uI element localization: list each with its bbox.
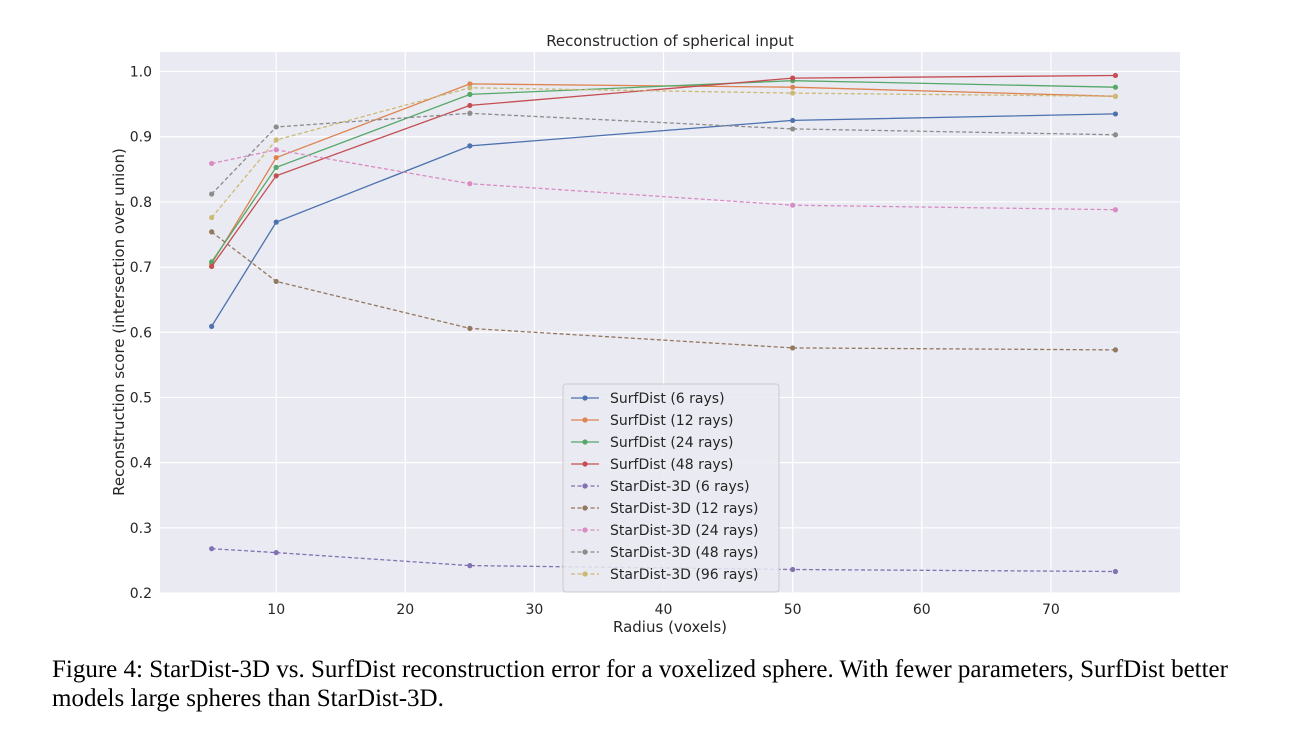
- y-tick-label: 0.7: [130, 260, 152, 276]
- y-tick-label: 0.2: [130, 586, 152, 602]
- chart-title: Reconstruction of spherical input: [546, 32, 794, 50]
- series-1: [209, 111, 1119, 330]
- legend-marker: [582, 571, 588, 577]
- legend-marker: [582, 505, 588, 511]
- x-tick-label: 40: [655, 602, 673, 618]
- data-point: [1112, 568, 1119, 575]
- series-8: [209, 110, 1119, 197]
- data-point: [790, 345, 796, 351]
- series-3: [209, 78, 1119, 265]
- data-point: [273, 124, 279, 130]
- x-tick-labels: 10 20 30 40 50 60 70: [267, 602, 1060, 618]
- legend-marker: [582, 395, 588, 401]
- series-4: [209, 72, 1119, 270]
- data-point: [273, 137, 279, 143]
- data-point: [1112, 84, 1119, 90]
- y-tick-label: 0.5: [130, 390, 152, 406]
- data-point: [1112, 132, 1119, 138]
- data-point: [209, 191, 215, 197]
- x-axis-title: Radius (voxels): [613, 618, 727, 636]
- data-point: [467, 81, 473, 87]
- line-chart: 10 20 30 40 50 60 70 0.2 0.3 0.4 0.5 0.6 0.7 0.8 0.9 1…: [110, 32, 1180, 636]
- legend-marker: [582, 483, 588, 489]
- legend-label: StarDist-3D (12 rays): [610, 501, 758, 517]
- y-tick-label: 0.4: [130, 456, 152, 472]
- data-point: [790, 117, 796, 124]
- data-point: [790, 75, 796, 81]
- legend-label: SurfDist (24 rays): [610, 435, 733, 451]
- data-point: [273, 219, 279, 225]
- y-tick-label: 0.8: [130, 195, 152, 211]
- data-point: [790, 566, 796, 573]
- data-point: [790, 90, 796, 96]
- series-lines: [209, 72, 1119, 575]
- data-point: [209, 259, 215, 265]
- data-point: [790, 126, 796, 132]
- legend-label: StarDist-3D (6 rays): [610, 479, 750, 495]
- y-axis-title: Reconstruction score (intersection over …: [110, 148, 128, 496]
- x-tick-label: 30: [526, 602, 544, 618]
- data-point: [1112, 72, 1119, 79]
- data-point: [467, 563, 473, 569]
- legend-label: StarDist-3D (96 rays): [610, 567, 758, 583]
- legend-marker: [582, 549, 588, 555]
- series-9: [209, 85, 1119, 221]
- data-point: [273, 278, 279, 285]
- legend-label: StarDist-3D (24 rays): [610, 523, 758, 539]
- x-tick-label: 50: [784, 602, 802, 618]
- data-point: [1112, 111, 1119, 117]
- legend-label: SurfDist (6 rays): [610, 391, 725, 407]
- y-tick-label: 0.9: [130, 130, 152, 146]
- x-tick-label: 60: [913, 602, 931, 618]
- data-point: [467, 181, 473, 187]
- series-6: [209, 229, 1119, 353]
- data-point: [467, 85, 473, 91]
- legend-box: [562, 383, 780, 593]
- y-tick-label: 0.3: [130, 521, 152, 537]
- series-7: [209, 147, 1119, 213]
- legend-label: SurfDist (12 rays): [610, 413, 733, 429]
- data-point: [273, 147, 279, 153]
- data-point: [273, 173, 279, 179]
- data-point: [467, 143, 473, 149]
- x-tick-label: 10: [267, 602, 285, 618]
- data-point: [209, 214, 215, 221]
- data-point: [273, 164, 279, 170]
- data-point: [209, 546, 215, 552]
- data-point: [273, 154, 279, 161]
- data-point: [209, 263, 215, 270]
- legend-marker: [582, 439, 588, 445]
- data-point: [1112, 207, 1119, 213]
- legend: SurfDist (6 rays) SurfDist (12 rays) SurfD…: [562, 383, 780, 593]
- data-point: [467, 91, 473, 97]
- x-tick-label: 70: [1042, 602, 1060, 618]
- x-tick-label: 20: [396, 602, 414, 618]
- figure-caption: Figure 4: StarDist-3D vs. SurfDist recon…: [52, 656, 1228, 712]
- data-point: [467, 110, 473, 116]
- legend-label: SurfDist (48 rays): [610, 457, 733, 473]
- data-point: [1112, 347, 1119, 353]
- data-point: [467, 325, 473, 331]
- data-point: [273, 549, 279, 556]
- series-line: [211, 548, 1116, 573]
- legend-marker: [582, 417, 588, 423]
- data-point: [790, 84, 796, 90]
- data-point: [209, 229, 215, 235]
- legend-marker: [582, 527, 588, 533]
- data-point: [209, 160, 215, 167]
- data-point: [1112, 93, 1119, 99]
- legend-marker: [582, 461, 588, 467]
- data-point: [790, 202, 796, 208]
- legend-label: StarDist-3D (48 rays): [610, 545, 758, 561]
- y-tick-labels: 0.2 0.3 0.4 0.5 0.6 0.7 0.8 0.9 1.0: [130, 65, 152, 602]
- data-point: [467, 102, 473, 109]
- y-tick-label: 1.0: [130, 65, 152, 81]
- y-tick-label: 0.6: [130, 325, 152, 341]
- data-point: [209, 323, 215, 330]
- series-5: [209, 546, 1119, 575]
